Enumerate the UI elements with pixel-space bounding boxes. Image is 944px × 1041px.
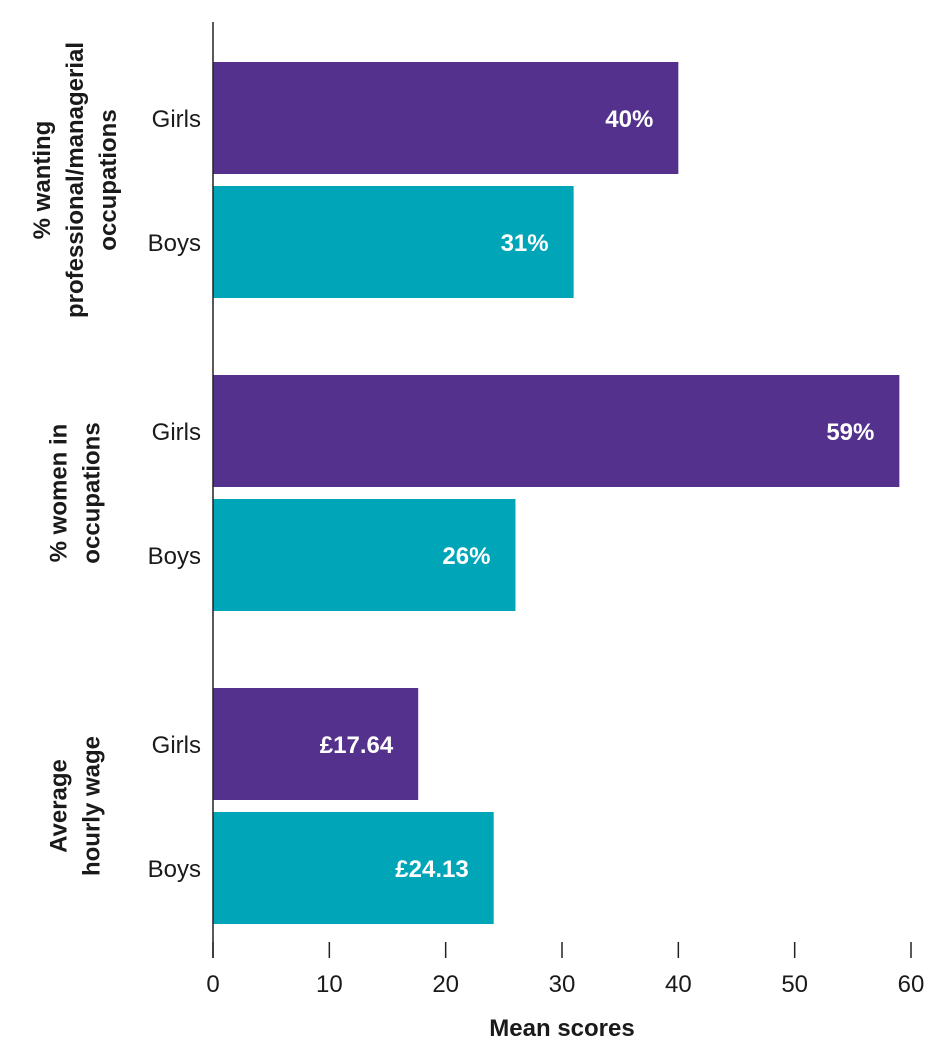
x-tick-label-50: 50	[781, 971, 808, 998]
bar-g2-girls	[213, 375, 899, 487]
category-label-g1-boys: Boys	[148, 230, 201, 257]
group-label-g3-line1: Average	[46, 759, 73, 853]
value-label-g1-girls: 40%	[605, 106, 653, 133]
category-label-g1-girls: Girls	[152, 106, 201, 133]
bars-layer	[213, 62, 899, 924]
value-label-g2-girls: 59%	[826, 419, 874, 446]
group-label-g3-line2: hourly wage	[79, 736, 106, 876]
value-label-g1-boys: 31%	[501, 230, 549, 257]
category-label-g2-boys: Boys	[148, 543, 201, 570]
value-label-g3-boys: £24.13	[395, 856, 468, 883]
category-label-g2-girls: Girls	[152, 419, 201, 446]
category-label-g3-boys: Boys	[148, 856, 201, 883]
x-tick-label-0: 0	[206, 971, 219, 998]
x-tick-label-20: 20	[432, 971, 459, 998]
x-tick-label-10: 10	[316, 971, 343, 998]
value-label-g3-girls: £17.64	[320, 732, 394, 759]
x-axis-ticks: 0 10 20 30 40 50 60	[206, 942, 924, 998]
group-label-g2-line1: % women in	[46, 424, 73, 563]
value-label-g2-boys: 26%	[442, 543, 490, 570]
x-axis-title: Mean scores	[489, 1015, 634, 1041]
group-label-g1-line1: % wanting	[29, 121, 56, 240]
group-label-g2-line2: occupations	[79, 422, 106, 563]
x-tick-label-30: 30	[549, 971, 576, 998]
category-label-g3-girls: Girls	[152, 732, 201, 759]
group-label-g1-line3: occupations	[95, 109, 122, 250]
x-tick-label-40: 40	[665, 971, 692, 998]
x-tick-label-60: 60	[898, 971, 925, 998]
group-label-g1-line2: professional/managerial	[62, 42, 89, 318]
